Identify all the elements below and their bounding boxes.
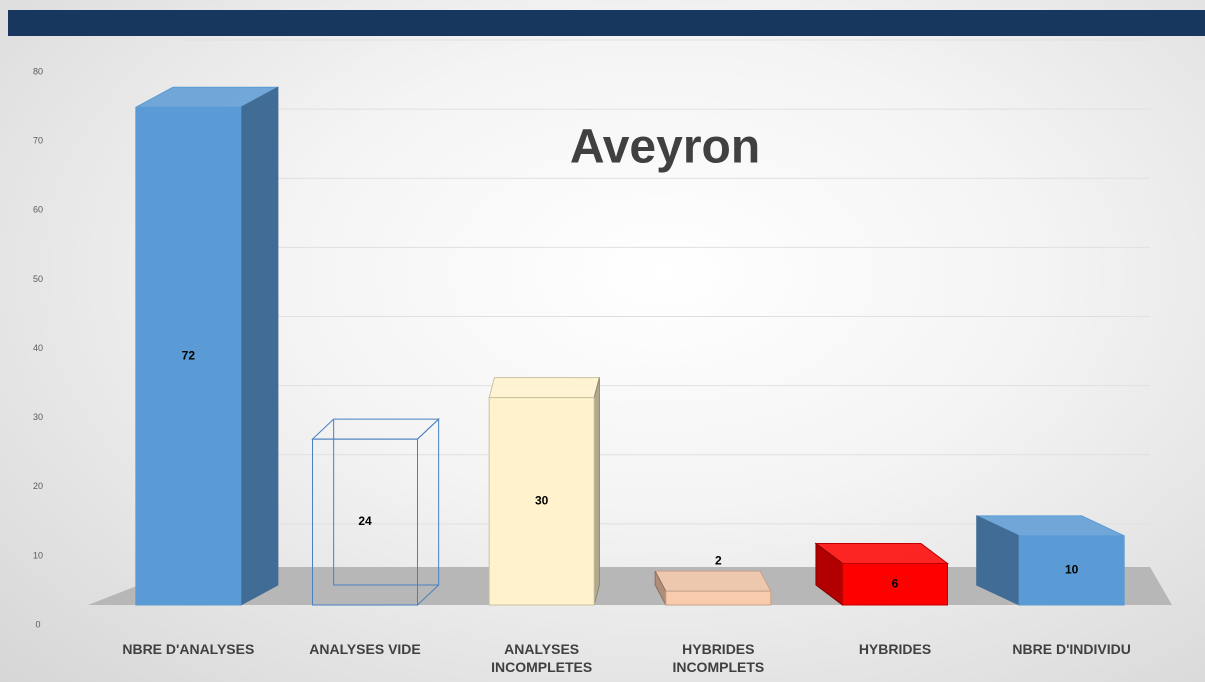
bar <box>488 397 595 606</box>
x-tick-label: NBRE D'ANALYSES <box>122 641 255 657</box>
x-tick-label: HYBRIDES <box>858 641 932 657</box>
chart-title: Aveyron <box>570 121 760 174</box>
bar <box>135 106 242 606</box>
y-tick-label: 70 <box>33 136 43 146</box>
y-tick-label: 50 <box>33 274 43 284</box>
data-label: 24 <box>358 514 372 528</box>
x-tick-label: ANALYSES VIDE <box>309 641 421 657</box>
data-label: 2 <box>715 553 722 567</box>
data-label: 30 <box>535 493 549 507</box>
x-tick-label: NBRE D'INDIVIDU <box>1012 641 1131 657</box>
data-label: 6 <box>892 576 899 590</box>
y-tick-label: 30 <box>33 412 43 422</box>
bar <box>665 590 772 606</box>
data-label: 72 <box>182 348 196 362</box>
bar-back-edge <box>333 419 439 586</box>
x-tick-label: ANALYSES INCOMPLETES <box>491 641 593 675</box>
bar-side <box>593 377 600 606</box>
x-tick-label: HYBRIDES INCOMPLETS <box>672 641 765 675</box>
data-label: 10 <box>1065 563 1079 577</box>
y-tick-label: 10 <box>33 550 43 560</box>
header-bar <box>8 10 1205 36</box>
bar-side <box>240 86 279 606</box>
bar-top <box>654 570 772 592</box>
y-tick-label: 0 <box>35 619 40 629</box>
bar <box>312 438 418 606</box>
y-tick-label: 40 <box>33 343 43 353</box>
bar-top <box>311 418 440 440</box>
y-tick-label: 20 <box>33 481 43 491</box>
bar <box>1018 535 1125 606</box>
y-tick-label: 60 <box>33 205 43 215</box>
bar <box>842 563 948 606</box>
bar-top <box>488 377 601 399</box>
y-tick-label: 80 <box>33 66 43 76</box>
